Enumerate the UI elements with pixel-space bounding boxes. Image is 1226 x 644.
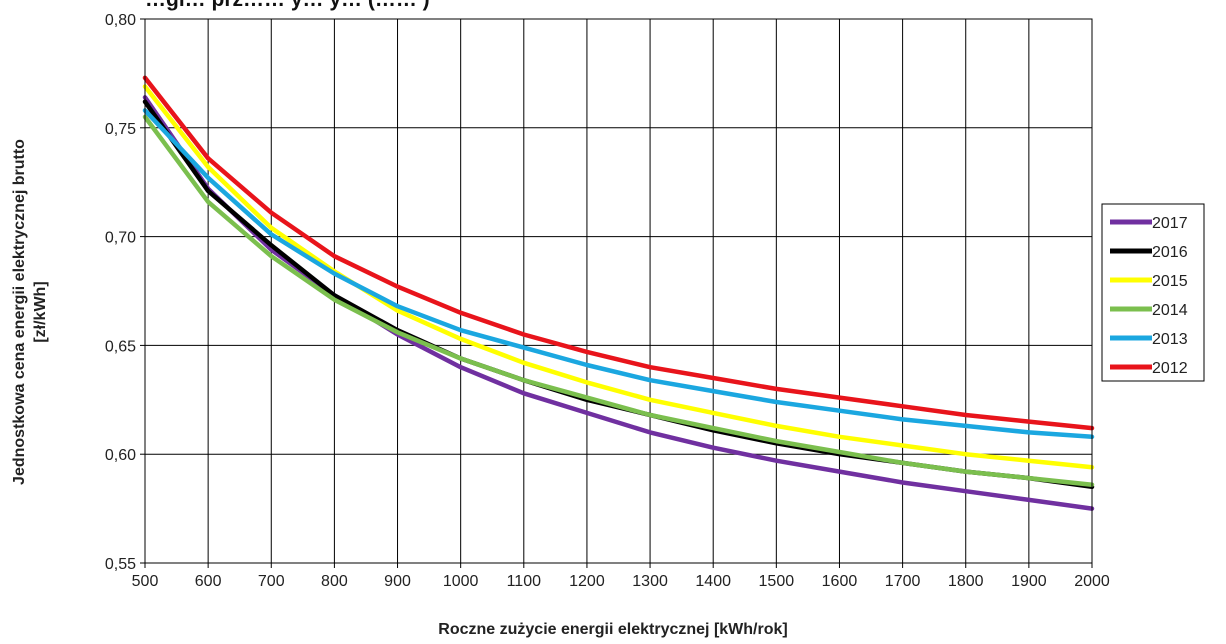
x-tick-label: 1300 (632, 573, 668, 590)
legend: 2017 2016 2015 2014 2013 2012 (1101, 203, 1205, 382)
y-axis-unit-label: [zł/kWh] (32, 281, 49, 342)
legend-label-2015: 2015 (1152, 273, 1188, 290)
y-tick-label: 0,70 (105, 230, 136, 247)
legend-box (1101, 203, 1205, 382)
legend-label-2017: 2017 (1152, 215, 1188, 232)
series-line-2013 (142, 108, 1095, 440)
y-tick-label: 0,60 (105, 447, 136, 464)
x-tick-label: 800 (321, 573, 348, 590)
x-tick-label: 1100 (507, 573, 542, 590)
chart-title: …gi… prz…… y… y… (…… ) (145, 0, 430, 11)
series-line-2012 (142, 75, 1095, 431)
plot-area (145, 19, 1092, 563)
series-lines (142, 75, 1095, 511)
x-tick-label: 1700 (885, 573, 921, 590)
x-tick-label: 900 (384, 573, 411, 590)
y-axis-label: Jednostkowa cena energii elektrycznej br… (11, 139, 28, 485)
x-tick-label: 1000 (443, 573, 479, 590)
x-tick-label: 1500 (759, 573, 795, 590)
x-axis-label: Roczne zużycie energii elektrycznej [kWh… (438, 621, 787, 638)
x-tick-label: 2000 (1074, 573, 1110, 590)
x-tick-label: 700 (258, 573, 285, 590)
legend-label-2013: 2013 (1152, 331, 1188, 348)
y-tick-label: 0,55 (105, 556, 136, 573)
legend-label-2016: 2016 (1152, 244, 1188, 261)
plot-border (144, 18, 1093, 564)
x-tick-label: 1600 (822, 573, 858, 590)
series-line-2015 (142, 84, 1095, 470)
x-tick-label: 1800 (948, 573, 984, 590)
series-line-2014 (142, 114, 1095, 487)
x-tick-label: 600 (195, 573, 222, 590)
x-axis-ticks: 500 600 700 800 900 1000 1100 1200 1300 1400 1500 1… (132, 563, 1110, 590)
y-tick-label: 0,65 (105, 338, 136, 355)
x-tick-label: 1200 (569, 573, 605, 590)
y-axis-ticks: 0,55 0,60 0,65 0,70 0,75 0,80 (105, 12, 145, 573)
x-tick-label: 1900 (1011, 573, 1047, 590)
x-tick-label: 500 (132, 573, 159, 590)
y-tick-label: 0,75 (105, 121, 136, 138)
legend-label-2014: 2014 (1152, 302, 1188, 319)
x-tick-label: 1400 (695, 573, 731, 590)
legend-label-2012: 2012 (1152, 360, 1188, 377)
y-tick-label: 0,80 (105, 12, 136, 29)
